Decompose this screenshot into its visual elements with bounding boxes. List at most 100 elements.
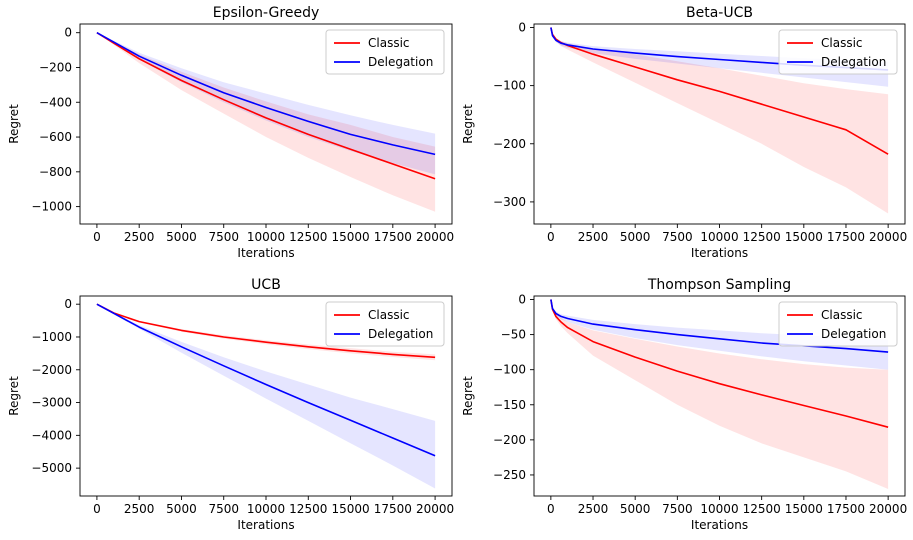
legend-label: Classic xyxy=(821,36,863,50)
y-tick-label: −600 xyxy=(39,130,72,144)
x-tick-label: 5000 xyxy=(166,502,197,516)
x-tick-label: 0 xyxy=(93,502,101,516)
x-tick-label: 5000 xyxy=(620,502,651,516)
legend-label: Classic xyxy=(368,308,410,322)
x-tick-label: 17500 xyxy=(374,502,412,516)
x-tick-label: 17500 xyxy=(827,230,865,244)
x-tick-label: 2500 xyxy=(578,502,609,516)
y-tick-label: −4000 xyxy=(31,428,72,442)
legend: Classic Delegation xyxy=(325,29,445,75)
x-tick-label: 20000 xyxy=(869,230,907,244)
confidence-band-delegation xyxy=(550,299,889,370)
confidence-band-delegation xyxy=(96,32,436,175)
x-axis-label: Iterations xyxy=(691,518,748,532)
series-line-classic xyxy=(96,303,436,359)
y-tick-label: −200 xyxy=(493,137,526,151)
confidence-band-classic xyxy=(96,32,436,212)
x-tick-label: 7500 xyxy=(662,230,693,244)
legend: Classic Delegation xyxy=(778,301,898,347)
x-tick-label: 15000 xyxy=(331,230,369,244)
y-tick-label: 0 xyxy=(64,297,72,311)
legend: Classic Delegation xyxy=(325,301,445,347)
chart-3: 0 2500 5000 7500 10000 12500 15000 17500 20000 0 −… xyxy=(461,277,907,532)
series-line-classic xyxy=(550,299,889,428)
y-tick-label: −100 xyxy=(493,79,526,93)
plot-area-0 xyxy=(96,32,436,212)
chart-title: Thompson Sampling xyxy=(647,277,791,293)
x-tick-label: 15000 xyxy=(785,230,823,244)
y-axis-label: Regret xyxy=(7,104,21,144)
y-tick-label: −150 xyxy=(493,398,526,412)
x-tick-label: 0 xyxy=(547,502,555,516)
legend-label: Classic xyxy=(368,36,410,50)
x-tick-label: 0 xyxy=(547,230,555,244)
y-tick-label: −1000 xyxy=(31,330,72,344)
x-axis-label: Iterations xyxy=(691,246,748,260)
chart-1: 0 2500 5000 7500 10000 12500 15000 17500 20000 0 −… xyxy=(461,5,907,260)
x-tick-label: 5000 xyxy=(166,230,197,244)
chart-title: UCB xyxy=(251,277,281,293)
series-line-delegation xyxy=(96,32,436,156)
x-tick-label: 10000 xyxy=(247,502,285,516)
y-tick-label: −5000 xyxy=(31,461,72,475)
x-tick-label: 10000 xyxy=(700,502,738,516)
chart-0: 0 2500 5000 7500 10000 12500 15000 17500 20000 0 −… xyxy=(7,5,454,260)
chart-title: Beta-UCB xyxy=(686,5,753,21)
y-axis-label: Regret xyxy=(461,376,475,416)
x-tick-label: 20000 xyxy=(416,230,454,244)
y-tick-label: −3000 xyxy=(31,396,72,410)
x-tick-label: 7500 xyxy=(208,502,239,516)
confidence-band-classic xyxy=(550,27,889,214)
y-tick-label: −2000 xyxy=(31,363,72,377)
y-tick-label: −200 xyxy=(39,60,72,74)
x-tick-label: 15000 xyxy=(331,502,369,516)
x-tick-label: 17500 xyxy=(827,502,865,516)
y-tick-label: −1000 xyxy=(31,200,72,214)
y-tick-label: −400 xyxy=(39,95,72,109)
x-tick-label: 7500 xyxy=(208,230,239,244)
x-tick-label: 10000 xyxy=(247,230,285,244)
x-axis-label: Iterations xyxy=(237,246,294,260)
legend-label: Delegation xyxy=(821,55,886,69)
y-axis-label: Regret xyxy=(7,376,21,416)
legend-label: Delegation xyxy=(821,327,886,341)
x-tick-label: 7500 xyxy=(662,502,693,516)
y-tick-label: −200 xyxy=(493,433,526,447)
plot-area-2 xyxy=(96,303,436,489)
x-axis-label: Iterations xyxy=(237,518,294,532)
series-line-classic xyxy=(96,32,436,180)
x-tick-label: 15000 xyxy=(785,502,823,516)
x-tick-label: 2500 xyxy=(124,502,155,516)
y-tick-label: 0 xyxy=(64,26,72,40)
x-tick-label: 10000 xyxy=(700,230,738,244)
x-tick-label: 2500 xyxy=(124,230,155,244)
y-tick-label: 0 xyxy=(518,293,526,307)
y-tick-label: −800 xyxy=(39,165,72,179)
x-tick-label: 0 xyxy=(93,230,101,244)
series-line-delegation xyxy=(96,303,436,457)
x-tick-label: 12500 xyxy=(743,502,781,516)
x-tick-label: 20000 xyxy=(869,502,907,516)
x-tick-label: 5000 xyxy=(620,230,651,244)
confidence-band-classic xyxy=(550,299,889,489)
legend: Classic Delegation xyxy=(778,29,898,75)
x-tick-label: 20000 xyxy=(416,502,454,516)
x-tick-label: 2500 xyxy=(578,230,609,244)
legend-label: Delegation xyxy=(368,55,433,69)
y-tick-label: −50 xyxy=(501,328,526,342)
x-tick-label: 12500 xyxy=(743,230,781,244)
legend-label: Classic xyxy=(821,308,863,322)
legend-box xyxy=(325,301,445,347)
x-tick-label: 12500 xyxy=(289,502,327,516)
x-tick-label: 12500 xyxy=(289,230,327,244)
y-axis-label: Regret xyxy=(461,104,475,144)
legend-label: Delegation xyxy=(368,327,433,341)
legend-box xyxy=(778,29,898,75)
y-tick-label: −250 xyxy=(493,468,526,482)
y-tick-label: 0 xyxy=(518,20,526,34)
x-tick-label: 17500 xyxy=(374,230,412,244)
chart-title: Epsilon-Greedy xyxy=(213,5,320,21)
plot-area-3 xyxy=(550,299,889,489)
chart-2: 0 2500 5000 7500 10000 12500 15000 17500 20000 0 −… xyxy=(7,277,454,532)
y-tick-label: −300 xyxy=(493,195,526,209)
